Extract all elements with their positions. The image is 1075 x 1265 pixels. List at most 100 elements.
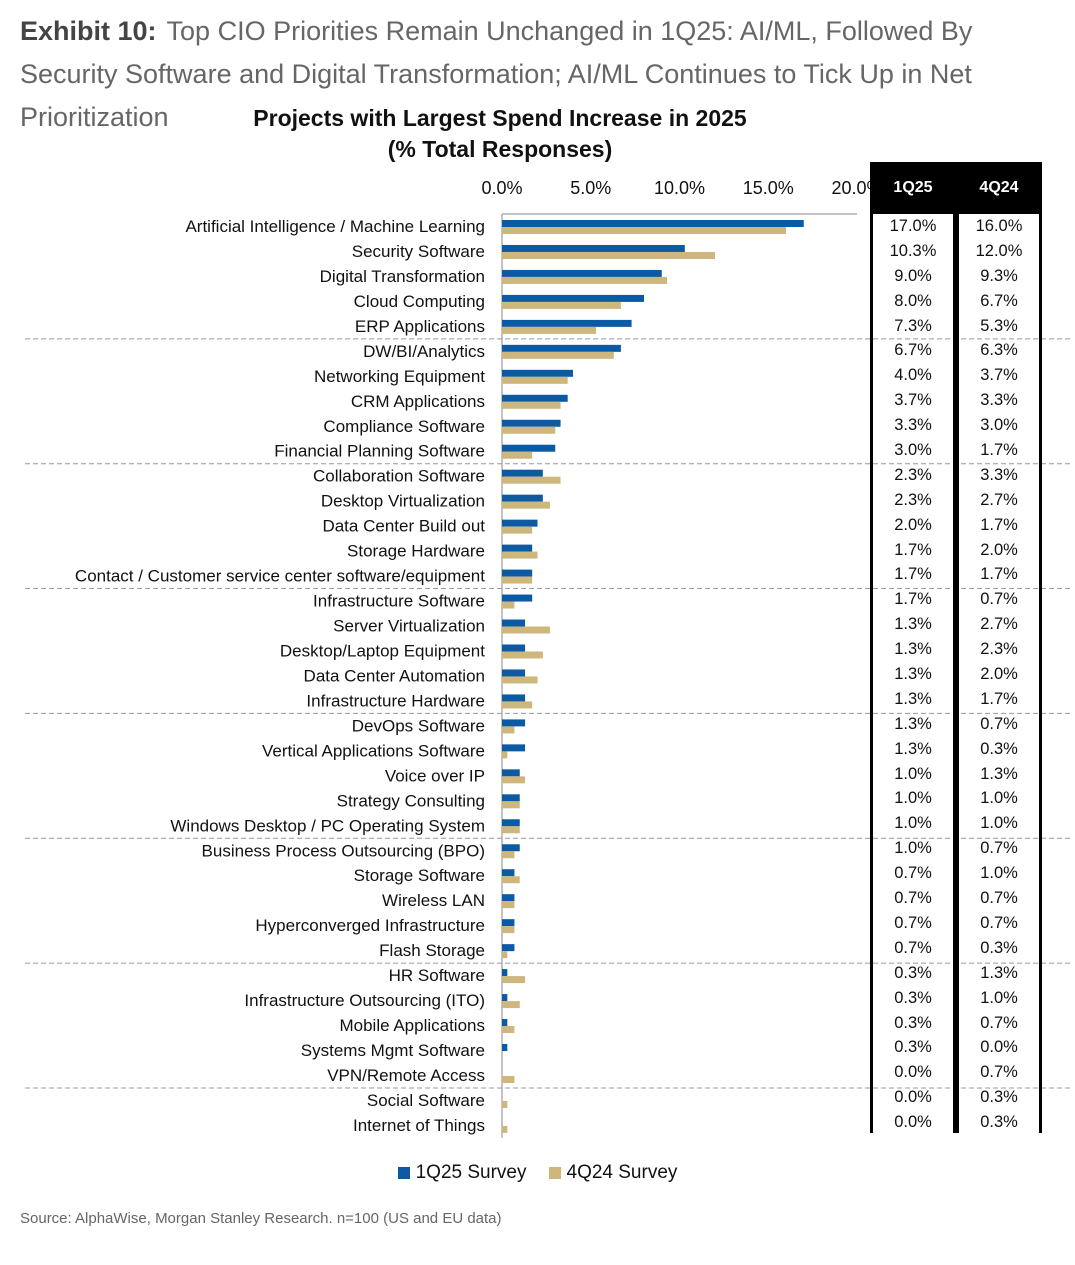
- category-label: Mobile Applications: [339, 1016, 485, 1035]
- bar-4q24: [502, 676, 538, 684]
- table-cell-1q25: 0.0%: [894, 1113, 932, 1132]
- bar-4q24: [502, 526, 533, 534]
- table-header-4q24: 4Q24: [959, 162, 1039, 214]
- table-cell-1q25: 0.3%: [894, 1038, 932, 1057]
- exhibit-label: Exhibit 10:: [20, 16, 157, 46]
- source-note: Source: AlphaWise, Morgan Stanley Resear…: [20, 1210, 502, 1227]
- category-label: Infrastructure Hardware: [306, 691, 485, 710]
- category-label: Flash Storage: [379, 941, 485, 960]
- bar-4q24: [502, 426, 556, 434]
- category-label: DevOps Software: [352, 716, 485, 735]
- category-label: ERP Applications: [355, 317, 485, 336]
- bar-4q24: [502, 851, 515, 859]
- category-label: Storage Hardware: [347, 542, 485, 561]
- bar-1q25: [502, 444, 556, 452]
- category-label: Systems Mgmt Software: [301, 1041, 485, 1060]
- bar-1q25: [502, 719, 526, 727]
- bar-4q24: [502, 751, 508, 759]
- bar-1q25: [502, 519, 538, 527]
- table-cell-4q24: 0.0%: [980, 1038, 1018, 1057]
- legend-label-4q24: 4Q24 Survey: [566, 1162, 678, 1183]
- table-cell-1q25: 1.3%: [894, 739, 932, 758]
- table-cell-4q24: 1.3%: [980, 764, 1018, 783]
- chart-title: Projects with Largest Spend Increase in …: [200, 103, 800, 165]
- bar-1q25: [502, 869, 515, 877]
- table-cell-1q25: 1.7%: [894, 565, 932, 584]
- exhibit-title: Exhibit 10: Top CIO Priorities Remain Unc…: [20, 10, 1070, 139]
- category-label: Contact / Customer service center softwa…: [75, 567, 485, 586]
- bar-1q25: [502, 244, 685, 252]
- table-cell-4q24: 0.3%: [980, 1088, 1018, 1107]
- category-label: Security Software: [352, 242, 485, 261]
- x-tick-label: 15.0%: [743, 178, 794, 198]
- table-cell-1q25: 1.3%: [894, 615, 932, 634]
- category-label: Data Center Automation: [304, 666, 485, 685]
- legend-item-4q24: 4Q24 Survey: [548, 1162, 678, 1184]
- bar-4q24: [502, 301, 621, 309]
- category-label: Artificial Intelligence / Machine Learni…: [185, 217, 485, 236]
- category-label: Vertical Applications Software: [262, 741, 485, 760]
- bar-4q24: [502, 576, 533, 584]
- table-cell-1q25: 0.7%: [894, 938, 932, 957]
- bar-4q24: [502, 901, 515, 909]
- bar-4q24: [502, 926, 515, 934]
- bar-1q25: [502, 344, 621, 352]
- bar-1q25: [502, 494, 543, 502]
- category-label: Compliance Software: [323, 417, 485, 436]
- bar-4q24: [502, 726, 515, 734]
- table-cell-1q25: 0.0%: [894, 1088, 932, 1107]
- bar-4q24: [502, 476, 561, 484]
- table-cell-1q25: 3.3%: [894, 416, 932, 435]
- bar-4q24: [502, 451, 533, 459]
- table-cell-4q24: 2.7%: [980, 490, 1018, 509]
- table-cell-1q25: 1.3%: [894, 714, 932, 733]
- category-label: CRM Applications: [351, 392, 485, 411]
- chart-title-line1: Projects with Largest Spend Increase in …: [253, 105, 747, 131]
- category-label: Digital Transformation: [320, 267, 485, 286]
- table-cell-4q24: 3.7%: [980, 366, 1018, 385]
- category-label: Desktop Virtualization: [321, 492, 485, 511]
- bar-4q24: [502, 976, 526, 984]
- table-cell-4q24: 16.0%: [975, 217, 1023, 235]
- table-cell-4q24: 1.0%: [980, 988, 1018, 1007]
- category-label: Infrastructure Software: [313, 592, 485, 611]
- category-label: DW/BI/Analytics: [363, 342, 485, 361]
- bar-1q25: [502, 394, 568, 402]
- table-cell-4q24: 0.7%: [980, 590, 1018, 609]
- table-cell-4q24: 2.3%: [980, 640, 1018, 659]
- bar-1q25: [502, 319, 632, 327]
- bar-1q25: [502, 894, 515, 902]
- table-cell-4q24: 0.7%: [980, 913, 1018, 932]
- bar-4q24: [502, 401, 561, 409]
- x-tick-label: 0.0%: [481, 178, 522, 198]
- bar-4q24: [502, 951, 508, 959]
- table-cell-4q24: 1.3%: [980, 963, 1018, 982]
- x-tick-label: 20.0%: [831, 178, 882, 198]
- table-column-1q25: 1Q25 17.0% 10.3% 9.0% 8.0% 7.3% 6.7% 4.0% 3.7% 3…: [870, 162, 956, 1133]
- bar-1q25: [502, 844, 520, 852]
- bar-1q25: [502, 569, 533, 577]
- bar-4q24: [502, 601, 515, 609]
- table-cell-4q24: 1.7%: [980, 689, 1018, 708]
- bar-4q24: [502, 1001, 520, 1009]
- bar-1q25: [502, 794, 520, 802]
- table-cell-4q24: 9.3%: [980, 266, 1018, 285]
- bar-4q24: [502, 1100, 508, 1108]
- bar-4q24: [502, 351, 614, 359]
- bar-4q24: [502, 227, 786, 234]
- category-label: Data Center Build out: [322, 517, 485, 536]
- table-cell-1q25: 0.3%: [894, 988, 932, 1007]
- bar-4q24: [502, 801, 520, 809]
- table-cell-1q25: 9.0%: [894, 266, 932, 285]
- bar-1q25: [502, 1044, 508, 1052]
- bar-4q24: [502, 551, 538, 559]
- table-cell-4q24: 2.0%: [980, 665, 1018, 684]
- table-cell-1q25: 1.3%: [894, 640, 932, 659]
- category-label: Business Process Outsourcing (BPO): [202, 841, 485, 860]
- bar-4q24: [502, 876, 520, 884]
- table-cell-4q24: 0.7%: [980, 714, 1018, 733]
- table-cell-4q24: 0.3%: [980, 1113, 1018, 1132]
- table-cell-4q24: 3.3%: [980, 391, 1018, 410]
- table-cell-1q25: 2.3%: [894, 490, 932, 509]
- table-cell-1q25: 2.3%: [894, 465, 932, 484]
